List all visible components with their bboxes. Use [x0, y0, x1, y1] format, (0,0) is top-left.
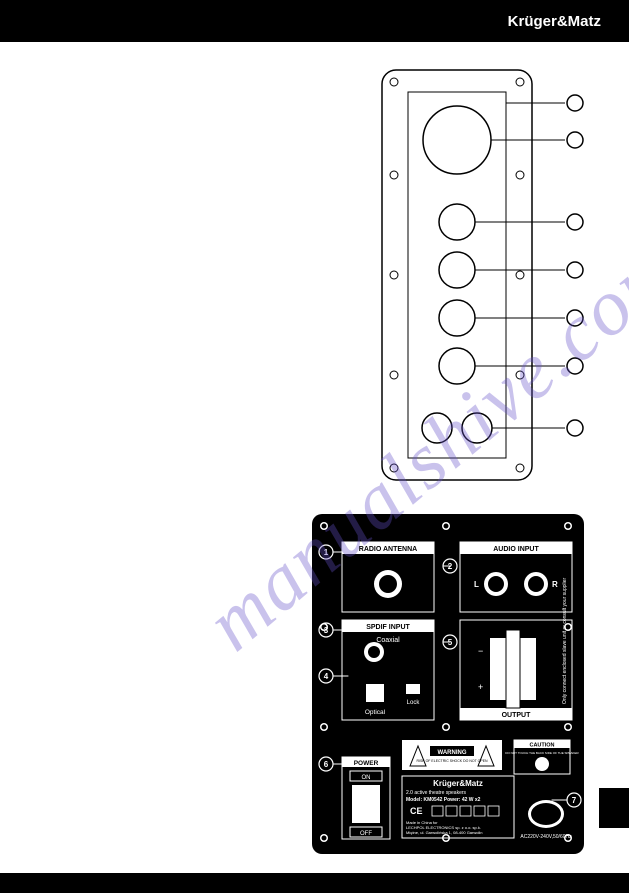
- svg-text:L: L: [474, 580, 479, 589]
- svg-text:ON: ON: [362, 775, 371, 781]
- svg-text:2.0 active theatre speakers: 2.0 active theatre speakers: [406, 790, 467, 796]
- svg-text:OUTPUT: OUTPUT: [502, 712, 532, 719]
- svg-text:DO NOT TOUCH THE BACK SIDE OF: DO NOT TOUCH THE BACK SIDE OF THE SPEAKE…: [505, 751, 579, 755]
- svg-text:Optical: Optical: [365, 709, 386, 716]
- svg-text:+: +: [478, 682, 483, 692]
- svg-text:OFF: OFF: [360, 831, 372, 837]
- svg-text:CAUTION: CAUTION: [529, 743, 554, 749]
- svg-text:Krüger&Matz: Krüger&Matz: [433, 779, 483, 788]
- svg-text:Model: KM0542 Power: 42 W x: Model: KM0542 Power: 42 W x2: [406, 797, 481, 803]
- page-header: Krüger&Matz: [0, 0, 629, 42]
- svg-text:3: 3: [324, 626, 329, 635]
- svg-text:Lock: Lock: [407, 700, 421, 706]
- svg-text:1: 1: [324, 548, 329, 557]
- svg-text:4: 4: [324, 672, 329, 681]
- svg-text:6: 6: [324, 760, 329, 769]
- svg-text:WARNING: WARNING: [438, 750, 467, 756]
- back-panel-diagram: RADIO ANTENNA AUDIO INPUT L R SPDIF INPUT Coa…: [310, 512, 590, 862]
- svg-text:AUDIO INPUT: AUDIO INPUT: [493, 546, 539, 553]
- svg-text:−: −: [478, 646, 483, 656]
- svg-text:CE: CE: [410, 806, 423, 816]
- svg-text:Coaxial: Coaxial: [376, 637, 400, 644]
- svg-text:RADIO ANTENNA: RADIO ANTENNA: [359, 546, 417, 553]
- side-tab: [599, 788, 629, 828]
- svg-text:POWER: POWER: [354, 760, 379, 767]
- svg-text:AC220V-240V,50/60Hz: AC220V-240V,50/60Hz: [520, 834, 572, 840]
- svg-text:SPDIF INPUT: SPDIF INPUT: [366, 624, 410, 631]
- front-panel-diagram: [380, 68, 600, 488]
- brand-label: Krüger&Matz: [508, 13, 601, 30]
- svg-text:R: R: [552, 580, 558, 589]
- svg-text:Miętne, ul. Garwolińska 1, 08-: Miętne, ul. Garwolińska 1, 08-400 Garwol…: [406, 830, 482, 835]
- svg-text:RISK OF ELECTRIC SHOCK DO NOT: RISK OF ELECTRIC SHOCK DO NOT OPEN: [416, 759, 488, 763]
- svg-text:Only connect enclosed slave un: Only connect enclosed slave unit or cons…: [562, 577, 568, 704]
- page-footer: [0, 873, 629, 893]
- svg-text:7: 7: [572, 796, 577, 805]
